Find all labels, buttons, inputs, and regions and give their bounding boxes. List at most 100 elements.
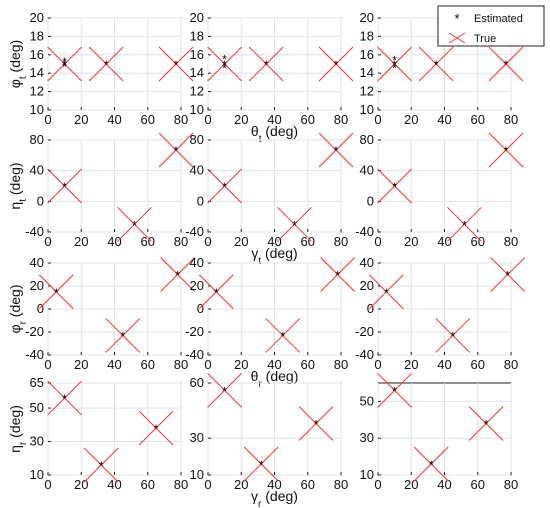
y-tick-label: 0 — [37, 193, 44, 208]
estimated-point: * — [62, 60, 67, 74]
y-axis-label: φr (deg) — [7, 285, 29, 334]
y-tick-label: 12 — [190, 84, 204, 99]
y-tick-label: 65 — [30, 375, 44, 390]
x-tick-label: 0 — [44, 112, 51, 127]
y-tick-label: 30 — [30, 434, 44, 449]
y-tick-label: -20 — [25, 324, 44, 339]
x-tick-label: 40 — [437, 112, 451, 127]
estimated-point: * — [450, 329, 455, 343]
estimated-point: * — [62, 58, 67, 72]
estimated-point: * — [174, 58, 179, 72]
y-tick-label: 10 — [360, 467, 374, 482]
estimated-point: * — [384, 286, 389, 300]
subplot-r2-c2: 0 20 40 60 80 -40 -20 0 20 40 * * * — [355, 255, 526, 372]
y-tick-label: 18 — [30, 28, 44, 43]
x-tick-label: 80 — [334, 477, 348, 492]
y-tick-label: 0 — [197, 193, 204, 208]
estimated-point: * — [222, 384, 227, 398]
y-axis-label: ηt (deg) — [7, 162, 29, 209]
true-point-stroke-b — [47, 168, 82, 204]
x-tick-label: 40 — [267, 357, 281, 372]
y-tick-label: -20 — [185, 324, 204, 339]
x-tick-label: 60 — [471, 234, 485, 249]
y-tick-label: 80 — [360, 132, 374, 147]
estimated-point: * — [132, 218, 137, 232]
x-tick-label: 0 — [374, 357, 381, 372]
x-tick-label: 80 — [174, 234, 188, 249]
x-tick-label: 60 — [301, 234, 315, 249]
x-tick-label: 20 — [234, 234, 248, 249]
estimated-point: * — [62, 180, 67, 194]
true-point-stroke-b — [243, 446, 279, 482]
y-axis-label: ηr (deg) — [7, 405, 29, 453]
x-tick-label: 80 — [334, 357, 348, 372]
y-tick-label: 10 — [360, 102, 374, 117]
y-tick-label: 30 — [190, 430, 204, 445]
x-tick-label: 80 — [334, 234, 348, 249]
true-point-stroke-b — [488, 132, 524, 168]
y-tick-label: 20 — [190, 278, 204, 293]
estimated-point: * — [484, 417, 489, 431]
x-tick-label: 0 — [204, 112, 211, 127]
true-point-stroke-b — [207, 373, 242, 408]
x-tick-label: 0 — [374, 234, 381, 249]
y-tick-label: 20 — [190, 10, 204, 25]
estimated-point: * — [392, 180, 397, 194]
x-tick-label: 20 — [404, 357, 418, 372]
y-tick-label: 80 — [30, 132, 44, 147]
x-tick-label: 60 — [141, 357, 155, 372]
true-point-stroke-b — [47, 46, 82, 82]
y-tick-label: 40 — [30, 255, 44, 270]
x-tick-label: 60 — [471, 477, 485, 492]
estimated-point: * — [314, 417, 319, 431]
y-tick-label: 12 — [30, 84, 44, 99]
true-point-stroke-b — [83, 447, 119, 483]
estimated-point: * — [292, 218, 297, 232]
estimated-point: * — [222, 62, 227, 76]
x-tick-label: 60 — [301, 477, 315, 492]
true-point-stroke-b — [248, 46, 284, 82]
subplot-r2-c1: 0 20 40 60 80 -40 -20 0 20 40 * * * θr (deg) — [185, 255, 356, 390]
estimated-point: * — [175, 269, 180, 283]
x-tick-label: 80 — [174, 477, 188, 492]
y-tick-label: -40 — [355, 224, 374, 239]
y-tick-label: 80 — [190, 132, 204, 147]
true-point-stroke-b — [435, 318, 471, 353]
estimated-point: * — [429, 458, 434, 472]
y-tick-label: -40 — [25, 224, 44, 239]
x-tick-label: 40 — [107, 477, 121, 492]
x-tick-label: 40 — [107, 357, 121, 372]
true-point-stroke-b — [88, 46, 124, 82]
y-tick-label: 40 — [360, 163, 374, 178]
y-tick-label: 10 — [30, 467, 44, 482]
legend-true-marker-b — [448, 32, 466, 44]
estimated-point: * — [62, 392, 67, 406]
x-tick-label: 40 — [107, 234, 121, 249]
true-point-stroke-b — [468, 406, 504, 441]
estimated-point: * — [99, 459, 104, 473]
x-tick-label: 0 — [44, 477, 51, 492]
x-tick-label: 20 — [404, 234, 418, 249]
true-point-stroke-b — [207, 168, 242, 204]
x-axis-label: θr (deg) — [251, 368, 299, 390]
y-tick-label: 14 — [360, 65, 374, 80]
estimated-point: * — [434, 58, 439, 72]
estimated-point: * — [392, 384, 397, 398]
x-tick-label: 40 — [437, 234, 451, 249]
y-tick-label: 10 — [190, 102, 204, 117]
y-tick-label: -40 — [185, 224, 204, 239]
estimated-point: * — [120, 329, 125, 343]
x-tick-label: 40 — [437, 477, 451, 492]
x-tick-label: 0 — [374, 477, 381, 492]
estimated-point: * — [54, 286, 59, 300]
x-tick-label: 60 — [301, 112, 315, 127]
y-tick-label: -40 — [25, 347, 44, 362]
estimated-point: * — [505, 269, 510, 283]
estimated-point: * — [264, 58, 269, 72]
true-point-stroke-b — [265, 318, 301, 353]
subplot-r2-c0: 0 20 40 60 80 -40 -20 0 20 40 * * * φr (deg) — [7, 255, 196, 372]
y-tick-label: 10 — [190, 467, 204, 482]
